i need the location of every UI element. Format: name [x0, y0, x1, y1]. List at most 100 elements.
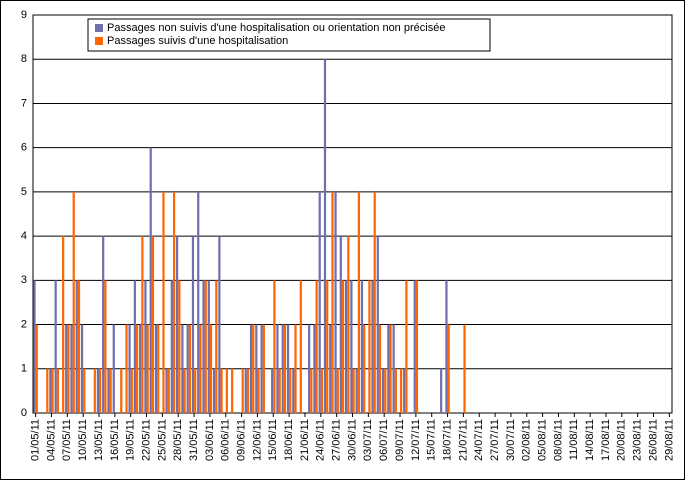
- x-tick-label: 31/05/11: [188, 419, 200, 461]
- x-tick-label: 23/08/11: [632, 419, 644, 461]
- bar: [120, 368, 123, 413]
- x-tick-label: 04/05/11: [45, 419, 57, 461]
- bar: [415, 280, 419, 413]
- bar: [54, 280, 57, 413]
- bar: [278, 368, 281, 413]
- y-tick-label: 2: [21, 318, 27, 330]
- bar: [154, 324, 158, 413]
- bar: [35, 324, 38, 413]
- bar: [286, 324, 290, 413]
- y-tick-label: 4: [21, 230, 27, 242]
- bar: [241, 368, 244, 413]
- bar: [463, 324, 466, 413]
- bar: [62, 236, 65, 413]
- x-tick-label: 02/08/11: [521, 419, 533, 461]
- bar: [133, 280, 136, 413]
- bar: [220, 368, 223, 413]
- y-tick-label: 9: [21, 9, 27, 21]
- x-tick-label: 24/06/11: [315, 419, 327, 461]
- bar: [371, 280, 374, 413]
- bar: [381, 368, 385, 413]
- x-tick-label: 30/07/11: [505, 419, 517, 461]
- bar: [384, 368, 387, 413]
- x-tick-label: 13/05/11: [93, 419, 105, 461]
- bar: [67, 324, 70, 413]
- bar: [72, 191, 75, 413]
- x-tick-label: 07/05/11: [61, 419, 73, 461]
- legend-box: [87, 18, 491, 52]
- y-tick-label: 8: [21, 53, 27, 65]
- bar: [170, 280, 173, 413]
- bar: [207, 280, 210, 413]
- bar: [194, 368, 197, 413]
- bar: [104, 280, 107, 413]
- bar: [357, 191, 360, 413]
- bar: [56, 368, 59, 413]
- bar: [308, 324, 311, 413]
- bar: [310, 368, 313, 413]
- bar: [181, 324, 184, 413]
- bar: [167, 368, 170, 413]
- bar: [191, 236, 195, 413]
- bar: [255, 324, 258, 413]
- x-tick-label: 26/08/11: [647, 419, 659, 461]
- bar: [162, 191, 165, 413]
- bar: [225, 368, 228, 413]
- x-tick-label: 18/06/11: [283, 419, 295, 461]
- bar: [373, 191, 376, 413]
- bar: [326, 280, 329, 413]
- bar: [347, 236, 350, 413]
- bar: [141, 236, 144, 413]
- bar: [413, 280, 416, 413]
- x-tick-label: 08/08/11: [552, 419, 564, 461]
- x-tick-label: 25/05/11: [156, 419, 168, 461]
- bar: [144, 280, 147, 413]
- x-tick-label: 22/05/11: [140, 419, 152, 461]
- bar: [178, 280, 181, 413]
- x-tick-label: 16/05/11: [109, 419, 121, 461]
- bar: [209, 324, 213, 413]
- legend: Passages non suivis d'une hospitalisatio…: [87, 18, 491, 52]
- y-tick-label: 6: [21, 142, 27, 154]
- x-tick-label: 20/08/11: [616, 419, 628, 461]
- bar: [80, 324, 84, 413]
- bar: [376, 236, 379, 413]
- bar: [276, 324, 279, 413]
- bar: [315, 280, 318, 413]
- bar: [360, 280, 364, 413]
- x-tick-label: 05/08/11: [537, 419, 549, 461]
- bar: [389, 324, 392, 413]
- bar: [139, 324, 142, 413]
- y-tick-label: 5: [21, 186, 27, 198]
- bar: [394, 368, 397, 413]
- x-tick-label: 15/06/11: [267, 419, 279, 461]
- legend-swatch: [95, 24, 103, 32]
- bar: [313, 324, 316, 413]
- bar: [204, 280, 207, 413]
- bar: [387, 324, 390, 413]
- x-tick-label: 12/06/11: [251, 419, 263, 461]
- bar: [260, 324, 263, 413]
- bar: [292, 368, 295, 413]
- x-tick-label: 01/05/11: [30, 419, 42, 461]
- bar: [271, 368, 274, 413]
- x-tick-label: 06/07/11: [378, 419, 390, 461]
- x-tick-label: 28/05/11: [172, 419, 184, 461]
- bar: [447, 324, 450, 413]
- x-tick-label: 10/05/11: [77, 419, 89, 461]
- bar: [77, 280, 81, 413]
- x-tick-label: 03/07/11: [362, 419, 374, 461]
- bar: [96, 368, 100, 413]
- x-tick-label: 09/07/11: [394, 419, 406, 461]
- y-tick-label: 0: [21, 407, 27, 419]
- bar: [188, 324, 192, 413]
- bar: [46, 368, 49, 413]
- bar: [345, 280, 348, 413]
- x-tick-label: 27/06/11: [331, 419, 343, 461]
- bar: [352, 368, 355, 413]
- bar: [186, 324, 189, 413]
- bar: [128, 324, 131, 413]
- bar: [318, 191, 321, 413]
- x-tick-label: 19/05/11: [125, 419, 137, 461]
